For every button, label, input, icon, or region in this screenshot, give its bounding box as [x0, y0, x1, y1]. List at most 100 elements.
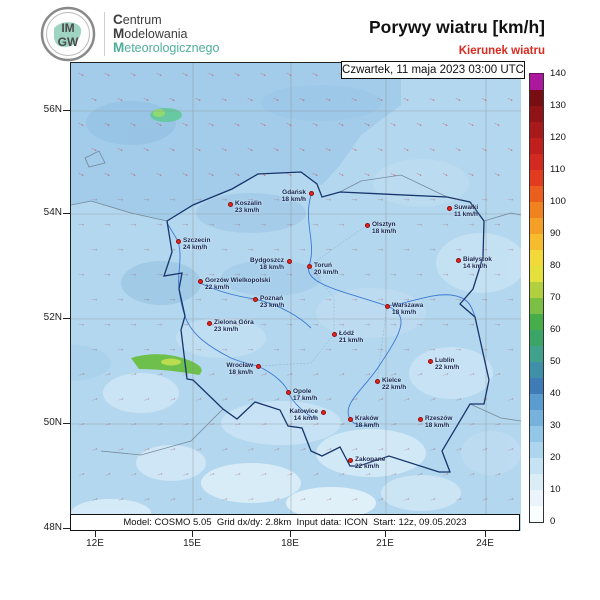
wind-arrow: → [270, 141, 283, 155]
scale-segment-65 [530, 297, 543, 314]
wind-arrow: → [400, 491, 413, 505]
wind-arrow: → [505, 292, 516, 304]
scale-label-130: 130 [550, 100, 566, 111]
wind-direction-arrows: → → → → → → → → → → → → → → → → → → → → → → → → → → → → → → → → → → → → → → → →… [71, 63, 521, 531]
wind-arrow: → [128, 267, 139, 279]
city-dot [197, 278, 203, 284]
lat-tick [63, 318, 70, 319]
wind-arrow: → [154, 217, 165, 229]
wind-arrow: → [153, 416, 166, 430]
wind-arrow: → [88, 91, 101, 105]
wind-arrow: → [141, 192, 152, 204]
wind-arrow: → [323, 242, 334, 254]
wind-arrow: → [192, 491, 205, 505]
scale-segment-80 [530, 249, 543, 266]
wind-arrow: → [492, 317, 503, 329]
city-dot [347, 457, 353, 463]
wind-arrow: → [505, 242, 516, 254]
logo-text-im: IM [61, 21, 74, 35]
scale-segment-100 [530, 185, 543, 202]
wind-arrow: → [335, 416, 348, 430]
wind-arrow: → [219, 242, 230, 254]
wind-arrow: → [141, 292, 152, 304]
logo-text-gw: GW [58, 35, 79, 49]
city-label: Olsztyn 18 km/h [372, 221, 397, 235]
wind-arrow: → [465, 366, 478, 380]
city-label: Zakopane 22 km/h [355, 456, 386, 470]
wind-arrow: → [127, 166, 140, 180]
wind-arrow: → [205, 366, 218, 380]
wind-arrow: → [258, 217, 269, 229]
wind-arrow: → [426, 141, 439, 155]
wind-arrow: → [388, 267, 399, 279]
wind-arrow: → [323, 292, 334, 304]
scale-segment-20 [530, 441, 543, 458]
wind-arrow: → [414, 317, 425, 329]
wind-arrow: → [375, 242, 386, 254]
wind-arrow: → [348, 441, 361, 455]
wind-arrow: → [374, 141, 387, 155]
wind-arrow: → [440, 317, 451, 329]
wind-arrow: → [414, 267, 425, 279]
wind-arrow: → [297, 242, 308, 254]
city-label: Gdańsk 18 km/h [281, 189, 306, 203]
wind-arrow: → [440, 267, 451, 279]
wind-arrow: → [283, 116, 296, 130]
wind-arrow: → [271, 192, 282, 204]
wind-arrow: → [335, 366, 348, 380]
wind-arrow: → [127, 416, 140, 430]
wind-arrow: → [89, 192, 100, 204]
lat-label-56N: 56N [43, 104, 62, 115]
city-label: Białystok 14 km/h [463, 256, 492, 270]
wind-arrow: → [283, 366, 296, 380]
wind-arrow: → [231, 466, 244, 480]
scale-label-10: 10 [550, 484, 561, 495]
lon-label-24E: 24E [476, 538, 494, 549]
scale-segment-90 [530, 217, 543, 234]
wind-arrow: → [179, 166, 192, 180]
lon-label-18E: 18E [281, 538, 299, 549]
wind-arrow: → [153, 466, 166, 480]
wind-arrow: → [453, 242, 464, 254]
wind-arrow: → [167, 242, 178, 254]
wind-arrow: → [167, 292, 178, 304]
wind-arrow: → [361, 166, 374, 180]
wind-arrow: → [297, 342, 308, 354]
city-dot [331, 331, 337, 337]
wind-arrow: → [296, 441, 309, 455]
lon-tick [95, 530, 96, 537]
wind-arrow: → [504, 91, 517, 105]
wind-arrow: → [271, 342, 282, 354]
wind-arrow: → [336, 217, 347, 229]
wind-arrow: → [427, 292, 438, 304]
wind-arrow: → [257, 366, 270, 380]
wind-arrow: → [427, 192, 438, 204]
wind-arrow: → [75, 416, 88, 430]
wind-arrow: → [140, 441, 153, 455]
wind-arrow: → [88, 141, 101, 155]
wind-arrow: → [206, 217, 217, 229]
wind-arrow: → [232, 217, 243, 229]
wind-arrow: → [101, 466, 114, 480]
wind-arrow: → [348, 391, 361, 405]
city-dot [255, 363, 261, 369]
lon-label-15E: 15E [183, 538, 201, 549]
scale-segment-130 [530, 89, 543, 106]
wind-arrow: → [192, 391, 205, 405]
wind-arrow: → [335, 166, 348, 180]
wind-arrow: → [75, 166, 88, 180]
wind-arrow: → [322, 441, 335, 455]
city-dot [384, 303, 390, 309]
city-dot [252, 296, 258, 302]
wind-arrow: → [478, 141, 491, 155]
wind-arrow: → [257, 66, 270, 80]
wind-arrow: → [179, 466, 192, 480]
wind-arrow: → [258, 317, 269, 329]
wind-arrow: → [127, 66, 140, 80]
wind-arrow: → [309, 116, 322, 130]
wind-arrow: → [504, 141, 517, 155]
wind-arrow: → [439, 116, 452, 130]
wind-arrow: → [466, 217, 477, 229]
wind-arrow: → [115, 192, 126, 204]
city-dot [206, 320, 212, 326]
